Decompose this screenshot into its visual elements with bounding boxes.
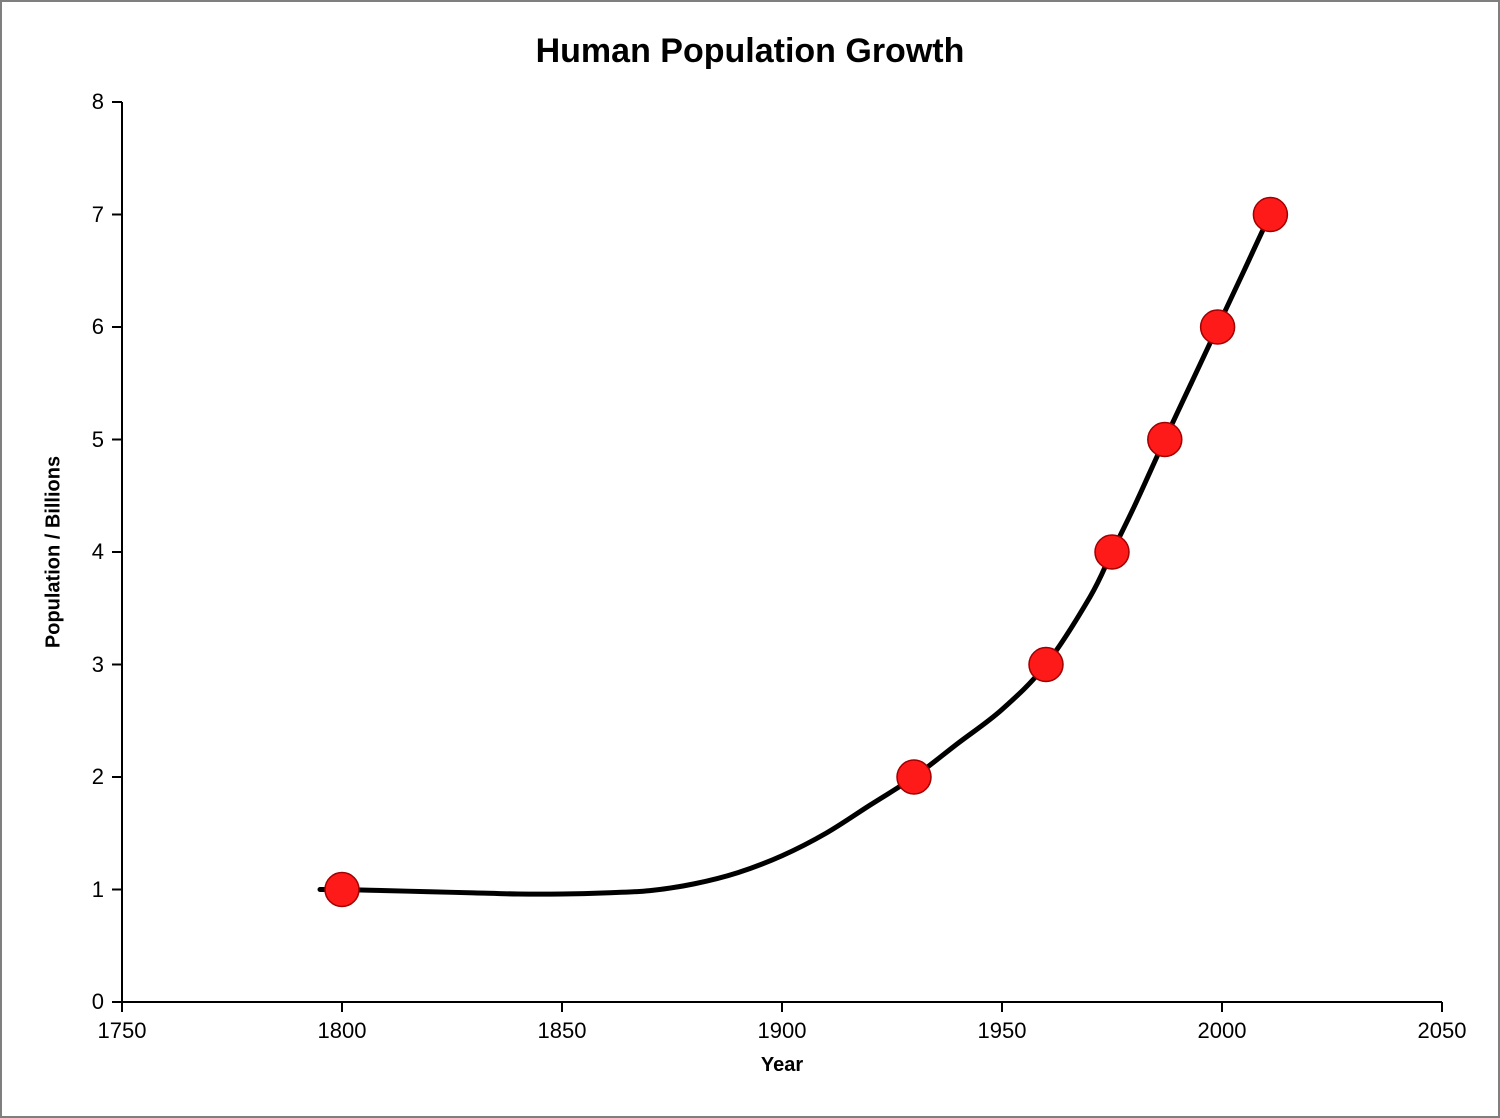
y-tick-label: 0 [92, 989, 104, 1015]
plot-svg [122, 102, 1442, 1002]
data-point [1148, 423, 1182, 457]
x-axis-label: Year [761, 1054, 803, 1077]
data-point [1095, 535, 1129, 569]
y-tick-label: 6 [92, 314, 104, 340]
data-point [1201, 310, 1235, 344]
plot-area [122, 102, 1442, 1002]
y-tick-label: 2 [92, 764, 104, 790]
y-tick-label: 3 [92, 652, 104, 678]
x-tick-label: 2000 [1198, 1018, 1247, 1044]
y-tick-label: 1 [92, 877, 104, 903]
chart-frame: Human Population Growth Population / Bil… [0, 0, 1500, 1118]
x-tick-label: 1850 [538, 1018, 587, 1044]
y-tick-label: 4 [92, 539, 104, 565]
chart-title: Human Population Growth [2, 32, 1498, 71]
data-point [1253, 198, 1287, 232]
data-point [1029, 648, 1063, 682]
data-point [897, 760, 931, 794]
y-axis-label: Population / Billions [43, 456, 66, 648]
x-tick-label: 1800 [318, 1018, 367, 1044]
x-tick-label: 1750 [98, 1018, 147, 1044]
y-tick-label: 5 [92, 427, 104, 453]
x-tick-label: 1950 [978, 1018, 1027, 1044]
y-tick-label: 8 [92, 89, 104, 115]
x-tick-label: 2050 [1418, 1018, 1467, 1044]
y-tick-label: 7 [92, 202, 104, 228]
x-tick-label: 1900 [758, 1018, 807, 1044]
trend-curve [320, 203, 1279, 894]
data-point [325, 873, 359, 907]
